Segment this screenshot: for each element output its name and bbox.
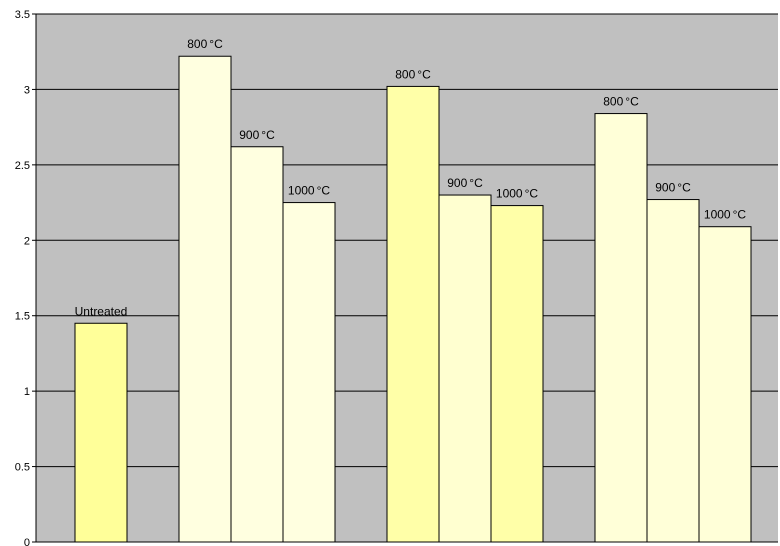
bar-label-value: 800 — [187, 37, 207, 51]
bar-label-unit: °C — [209, 37, 223, 51]
bar-label-value: 900 — [447, 176, 467, 190]
bar-label: 800 °C — [187, 37, 223, 51]
bar-label: 900 °C — [447, 176, 483, 190]
bar-label-value: Untreated — [75, 304, 128, 318]
bar — [438, 194, 492, 543]
bar-label-unit: °C — [525, 187, 539, 201]
bar — [646, 199, 700, 543]
y-tick-label: 1.5 — [15, 311, 30, 323]
bar-label-unit: °C — [469, 176, 483, 190]
bar — [74, 322, 128, 543]
bar — [698, 226, 752, 543]
bar — [178, 55, 232, 543]
bar-label: Untreated — [75, 304, 128, 318]
bar-label-unit: °C — [261, 128, 275, 142]
y-tick-label: 1 — [24, 386, 30, 398]
bar-label-value: 800 — [395, 67, 415, 81]
bar — [490, 205, 544, 543]
bar — [386, 85, 440, 543]
y-tick-label: 0 — [24, 537, 30, 546]
bar-label-value: 900 — [239, 128, 259, 142]
bar-label: 800 °C — [395, 67, 431, 81]
bar-label: 900 °C — [655, 181, 691, 195]
y-tick-label: 3.5 — [15, 9, 30, 21]
bar-label-value: 1000 — [704, 208, 731, 222]
y-tick-label: 2.5 — [15, 160, 30, 172]
bar-label-value: 1000 — [496, 187, 523, 201]
bar-label-value: 1000 — [288, 184, 315, 198]
bar-label-unit: °C — [317, 184, 331, 198]
y-tick-label: 3 — [24, 84, 30, 96]
bar-label-unit: °C — [417, 67, 431, 81]
bar — [594, 113, 648, 543]
bar-label-value: 800 — [603, 95, 623, 109]
bar — [282, 202, 336, 543]
y-tick-label: 0.5 — [15, 462, 30, 474]
bar-label: 1000 °C — [704, 208, 747, 222]
bar-label-unit: °C — [677, 181, 691, 195]
bar-label-unit: °C — [625, 95, 639, 109]
bar-label: 1000 °C — [496, 187, 539, 201]
bars — [74, 55, 752, 543]
bar — [230, 146, 284, 543]
bar-label: 1000 °C — [288, 184, 331, 198]
bar-label-value: 900 — [655, 181, 675, 195]
bar-label: 900 °C — [239, 128, 275, 142]
y-tick-label: 2 — [24, 235, 30, 247]
bar-label-unit: °C — [733, 208, 747, 222]
bar-label: 800 °C — [603, 95, 639, 109]
